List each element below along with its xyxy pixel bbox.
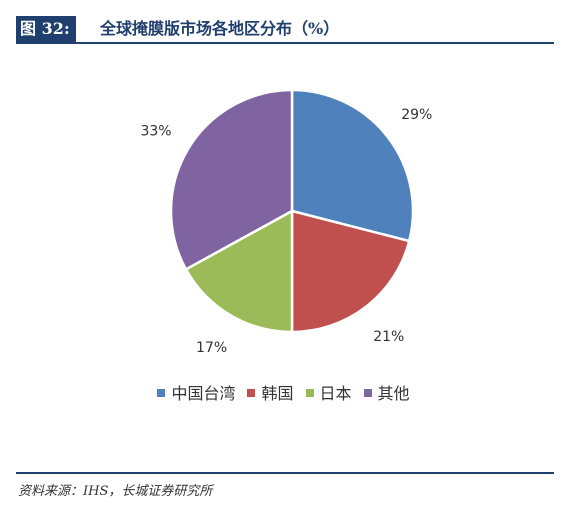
- legend-item: 韩国: [247, 380, 294, 404]
- footer-divider: [16, 472, 554, 474]
- legend-label: 中国台湾: [171, 384, 236, 403]
- pie-slice-4: [169, 88, 294, 271]
- legend-label: 韩国: [261, 384, 294, 403]
- legend-swatch: [247, 388, 256, 397]
- pie-slice-3: [184, 209, 294, 334]
- figure-header: 图 32: 全球掩膜版市场各地区分布（%）: [16, 16, 554, 44]
- legend-label: 日本: [319, 384, 352, 403]
- chart-legend: 中国台湾 韩国 日本 其他: [0, 380, 567, 404]
- pie-slice-2: [290, 209, 411, 334]
- legend-item: 其他: [363, 380, 410, 404]
- slice-value-label: 33%: [140, 124, 171, 140]
- slice-value-label: 29%: [401, 107, 432, 123]
- legend-item: 日本: [305, 380, 352, 404]
- slice-value-label: 17%: [196, 340, 227, 356]
- figure-title: 全球掩膜版市场各地区分布（%）: [100, 19, 340, 38]
- pie-chart: 29% 21% 17% 33%: [140, 88, 432, 356]
- pie-slice-1: [290, 88, 415, 243]
- legend-swatch: [363, 388, 372, 397]
- slice-value-label: 21%: [373, 329, 404, 345]
- legend-item: 中国台湾: [157, 380, 235, 404]
- figure-number: 图 32:: [16, 16, 76, 42]
- legend-swatch: [157, 388, 166, 397]
- legend-swatch: [305, 388, 314, 397]
- legend-label: 其他: [377, 384, 410, 403]
- source-note: 资料来源：IHS，长城证券研究所: [18, 484, 213, 499]
